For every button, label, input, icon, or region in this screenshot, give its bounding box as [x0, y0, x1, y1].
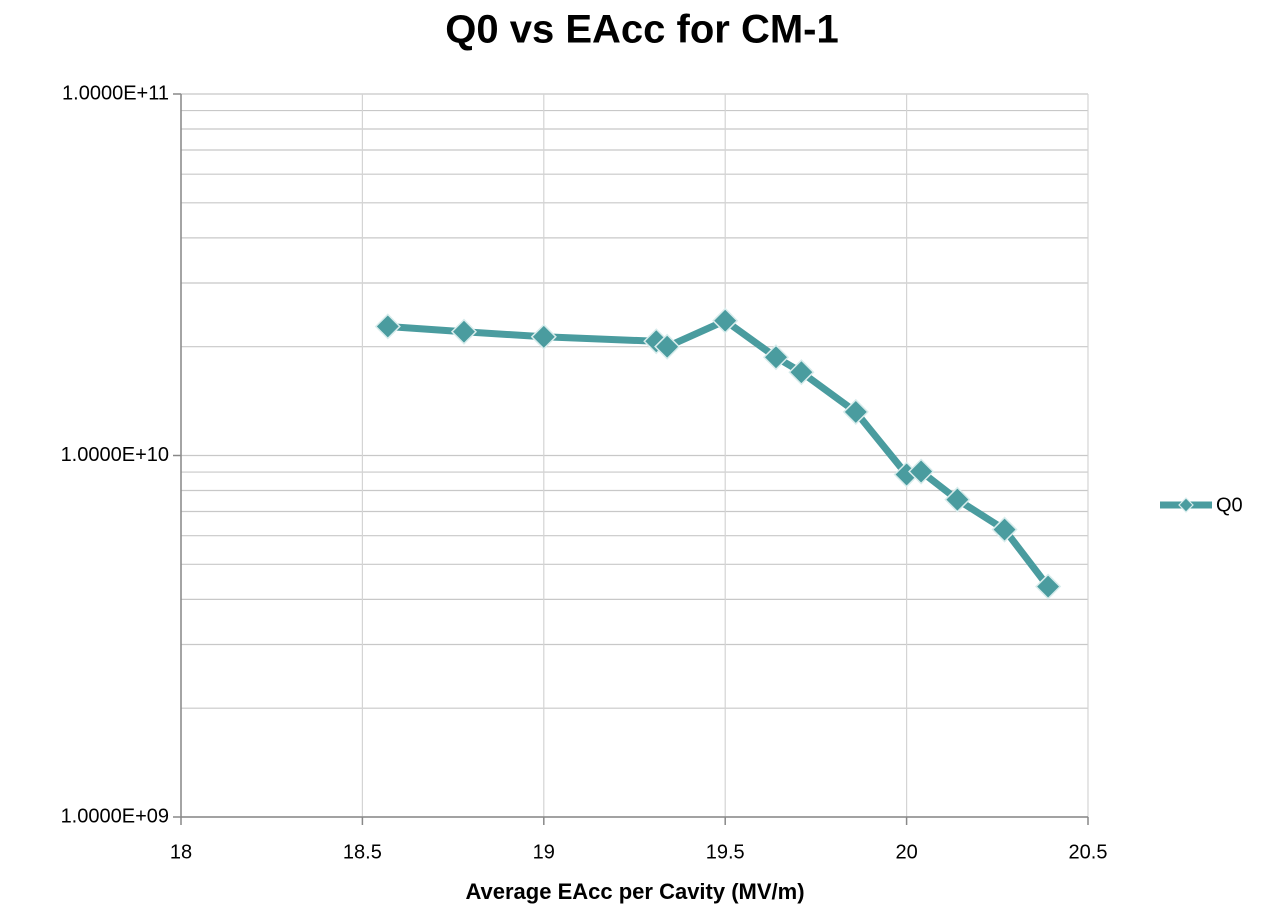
marker [991, 516, 1018, 543]
y-tick-label: 1.0000E+11 [62, 82, 169, 104]
grid: 1.0000E+09 1.0000E+10 1.0000E+11 18 18.5 19 19… [61, 82, 1108, 863]
marker [842, 398, 869, 425]
marker [450, 318, 478, 345]
series-line [387, 317, 1051, 589]
marker [944, 486, 971, 513]
marker [788, 359, 815, 386]
x-tick-label: 19.5 [706, 841, 745, 863]
y-tick-label: 1.0000E+10 [61, 444, 169, 466]
marker [1035, 573, 1062, 600]
x-tick-label: 18 [170, 841, 192, 863]
plot [374, 307, 1062, 600]
legend: Q0 [1160, 494, 1243, 516]
marker [762, 344, 790, 371]
x-tick-label: 18.5 [343, 841, 382, 863]
x-tick-label: 20.5 [1069, 841, 1108, 863]
marker [908, 458, 935, 485]
marker [530, 323, 557, 350]
marker [374, 313, 401, 340]
marker [712, 307, 739, 334]
chart-title: Q0 vs EAcc for CM-1 [445, 8, 838, 52]
y-tick-label: 1.0000E+09 [61, 805, 169, 827]
x-tick-label: 20 [895, 841, 917, 863]
x-tick-label: 19 [533, 841, 555, 863]
marker [654, 333, 681, 360]
legend-label: Q0 [1216, 494, 1243, 516]
legend-marker [1178, 497, 1194, 513]
x-axis-title: Average EAcc per Cavity (MV/m) [465, 879, 804, 904]
